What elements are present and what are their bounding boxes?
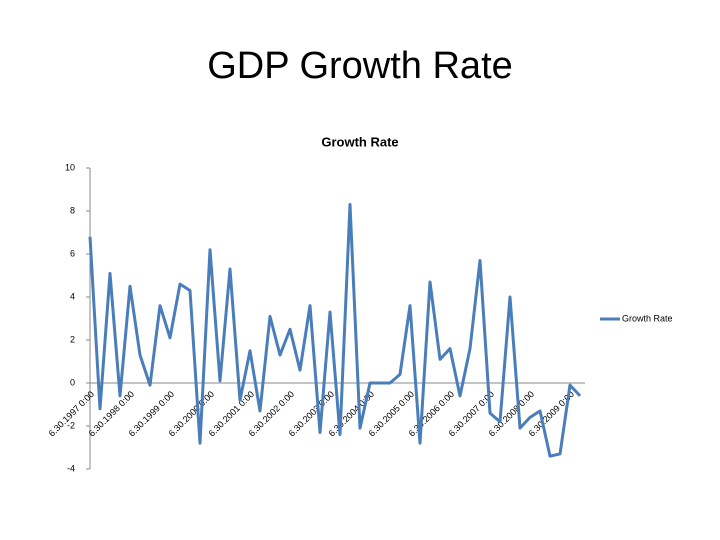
y-tick-label: 4 bbox=[70, 291, 75, 301]
slide-title: GDP Growth Rate bbox=[207, 45, 513, 87]
data-line bbox=[88, 203, 582, 458]
chart-title: Growth Rate bbox=[321, 134, 398, 149]
y-tick-label: 0 bbox=[70, 377, 75, 387]
y-tick-label: -4 bbox=[67, 463, 75, 473]
legend-label: Growth Rate bbox=[622, 313, 673, 323]
y-tick-label: -2 bbox=[67, 420, 75, 430]
y-tick-label: 10 bbox=[65, 162, 75, 172]
y-tick-label: 8 bbox=[70, 205, 75, 215]
y-tick-label: 6 bbox=[70, 248, 75, 258]
y-tick-label: 2 bbox=[70, 334, 75, 344]
